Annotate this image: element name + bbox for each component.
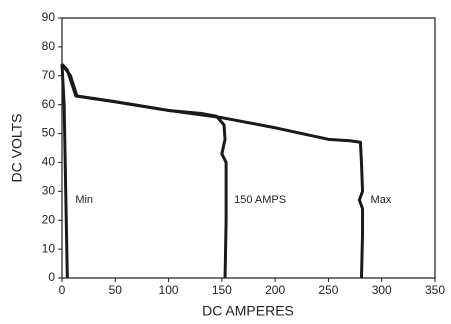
curve-label: Min bbox=[75, 194, 93, 206]
x-axis-title: DC AMPERES bbox=[202, 303, 294, 319]
y-tick-label: 50 bbox=[42, 126, 56, 140]
curve-label: 150 AMPS bbox=[234, 194, 286, 206]
y-tick-label: 60 bbox=[42, 97, 56, 111]
x-tick-label: 350 bbox=[425, 283, 445, 297]
x-tick-label: 200 bbox=[265, 283, 285, 297]
y-tick-label: 80 bbox=[42, 39, 56, 53]
curve bbox=[60, 64, 69, 279]
curve bbox=[60, 63, 365, 279]
y-tick-label: 40 bbox=[42, 155, 56, 169]
x-tick-label: 300 bbox=[372, 283, 392, 297]
y-tick-label: 70 bbox=[42, 68, 56, 82]
y-tick-label: 90 bbox=[42, 10, 56, 24]
y-tick-label: 0 bbox=[48, 270, 55, 284]
x-tick-label: 100 bbox=[159, 283, 179, 297]
x-tick-label: 0 bbox=[59, 283, 66, 297]
y-tick-label: 30 bbox=[42, 184, 56, 198]
x-tick-label: 250 bbox=[318, 283, 338, 297]
y-axis-title: DC VOLTS bbox=[9, 114, 25, 183]
x-tick-label: 150 bbox=[212, 283, 232, 297]
plot-frame bbox=[61, 17, 436, 279]
y-tick-label: 20 bbox=[42, 212, 56, 226]
curve-label: Max bbox=[371, 194, 392, 206]
x-tick-label: 50 bbox=[109, 283, 123, 297]
y-tick-label: 10 bbox=[42, 241, 56, 255]
